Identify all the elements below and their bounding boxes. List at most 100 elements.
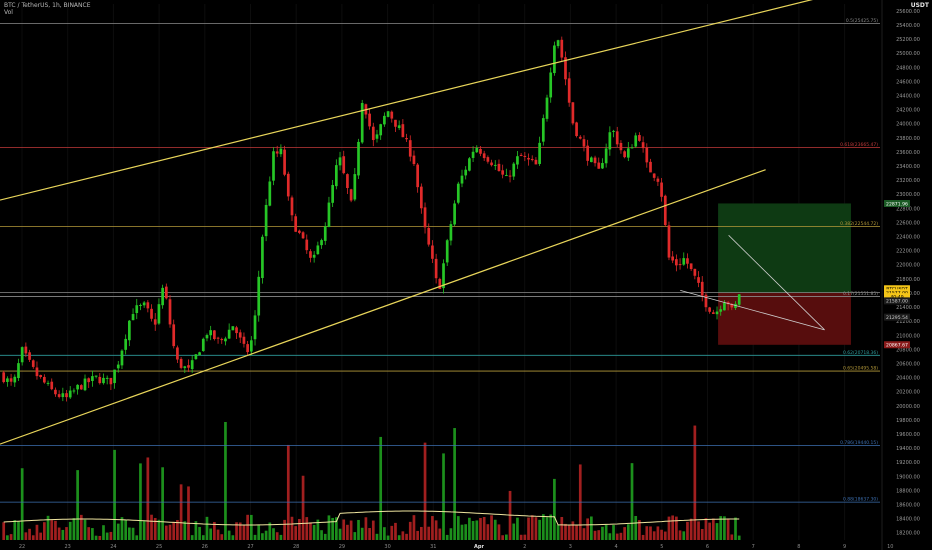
volume-bar [519,534,523,540]
candle-body [249,340,253,352]
volume-bar [153,517,157,540]
volume-bar [468,517,471,540]
candle-body [98,376,102,384]
candle-body [708,307,711,312]
candle-body [68,390,72,398]
candle-body [723,302,726,311]
volume-bar [534,517,538,540]
price-tick-label: 19200.00 [896,460,920,466]
candle-body [91,376,94,382]
candle-body [464,169,468,176]
candle-body [153,319,157,325]
candle-body [157,304,161,324]
volume-bar [360,527,364,540]
volume-bar [83,519,87,540]
candle-body [128,320,131,341]
price-tick-label: 21400.00 [896,305,920,311]
volume-bar [582,528,586,540]
candle-body [497,163,501,171]
volume-bar [734,517,737,540]
volume-indicator-label[interactable]: Vol [4,9,13,16]
volume-bar [630,463,634,540]
volume-bar [601,526,604,540]
candle-body [634,135,638,147]
volume-bar [697,521,700,540]
volume-bar [394,522,397,540]
volume-bar [675,516,678,540]
time-tick-label: 22 [19,544,25,550]
volume-bar [464,524,468,540]
volume-bar [427,526,431,540]
volume-bar [357,519,360,540]
volume-bar [6,535,9,540]
price-tag-label: 21587.00 [886,299,908,305]
candle-body [460,175,464,184]
time-axis: 22 23 24 25 26 27 28 29 30 31 Apr 2 3 4 5 6 7 8 9 10 [19,544,894,550]
trendlines [0,0,825,445]
volume-bar [9,534,13,540]
volume-bar [438,528,442,540]
volume-bar [715,523,719,540]
candle-body [730,304,734,308]
candle-body [423,207,427,228]
price-tick-label: 25000.00 [896,51,920,57]
candle-body [449,224,453,241]
candle-body [711,312,715,314]
volume-bar [408,521,412,540]
candle-body [76,384,79,390]
volume-bar [708,522,711,540]
volume-bar [213,521,216,540]
candle-body [57,394,61,397]
volume-bar [98,535,102,540]
price-tag [884,297,910,305]
candle-body [626,148,630,158]
candle-body [438,278,442,289]
candle-body [468,158,471,171]
volume-bar [242,524,246,540]
volume-bar [626,524,630,540]
volume-bar [686,521,689,540]
candle-body [434,258,438,279]
volume-bar [383,527,386,540]
candle-body [242,336,246,344]
candle-body [279,148,283,155]
volume-bar [298,518,301,540]
channel-lower-line [0,169,766,445]
price-labels: 22871.96BTCUSDT21577.0040:4921587.002129… [884,199,910,349]
candle-body [527,157,530,160]
volume-bar [678,530,682,540]
candle-body [35,367,39,377]
time-tick-label: 4 [615,544,618,550]
volume-bar [24,532,28,540]
volume-bar [257,524,261,540]
candle-body [46,382,50,384]
candle-body [298,230,301,233]
volume-bar [479,518,482,540]
take-profit-zone [718,203,851,293]
price-tick-label: 20200.00 [896,390,920,396]
candle-body [353,174,357,200]
volume-bar [205,516,209,540]
volume-bar [497,524,501,540]
volume-bar [72,518,76,540]
candle-body [715,311,719,315]
candle-body [87,378,91,383]
candle-body [131,314,135,321]
time-tick-label: 30 [384,544,390,550]
candle-body [667,225,671,258]
candle-body [652,173,656,178]
candle-body [31,360,35,367]
candle-body [623,151,626,158]
candle-body [571,102,575,124]
volume-bar [663,531,667,540]
volume-ma-line [3,510,740,526]
volume-bar [220,534,224,540]
volume-bar [560,516,564,540]
candle-body [553,45,556,74]
price-tick-label: 22200.00 [896,249,920,255]
volume-bar [13,520,17,540]
volume-bar [538,519,541,540]
volume-bar [386,535,390,540]
volume-bar [35,524,39,540]
